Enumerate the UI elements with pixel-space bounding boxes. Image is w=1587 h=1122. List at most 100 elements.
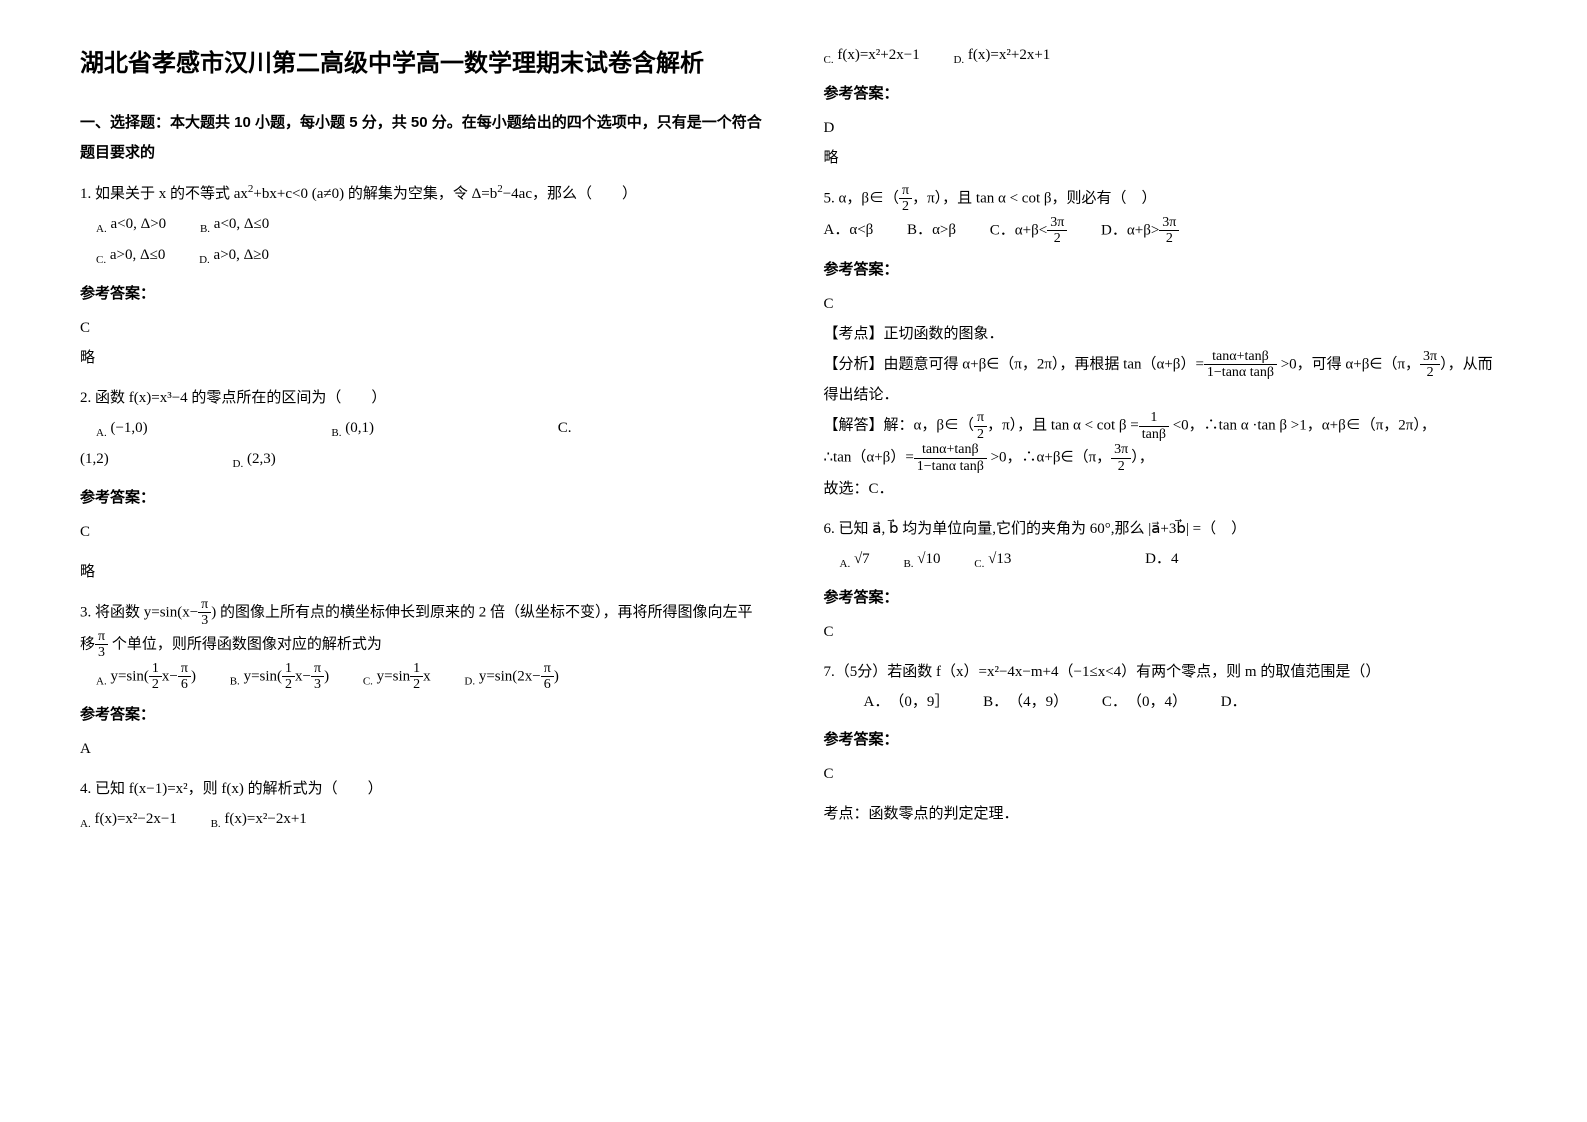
q5-stem-a: 5. α，β∈（ — [824, 190, 900, 206]
q1-stem-c: −4ac，那么（ ） — [503, 186, 637, 202]
q1-opt-b: B. a<0, Δ≤0 — [200, 209, 269, 240]
q4-c: f(x)=x²+2x−1 — [837, 47, 919, 63]
frac-3pi-2: 3π2 — [1111, 442, 1131, 474]
q5-opt-d: D．α+β>3π2 — [1101, 215, 1179, 247]
frac-pi-3: π3 — [198, 597, 211, 629]
label-a: A. — [80, 818, 91, 830]
label-d: D. — [953, 54, 964, 66]
q2-opt-a: A. (−1,0) — [96, 413, 148, 444]
q2-opt-b: B. (0,1) — [331, 413, 374, 444]
question-3: 3. 将函数 y=sin(x−π3) 的图像上所有点的横坐标伸长到原来的 2 倍… — [80, 597, 764, 661]
q1-opt-d: D. a>0, Δ≥0 — [199, 240, 269, 271]
q5-jieda-2: ∴tan（α+β）=tanα+tanβ1−tanα tanβ >0，∴α+β∈（… — [824, 442, 1508, 474]
frac-tan: tanα+tanβ1−tanα tanβ — [914, 442, 987, 474]
q6-d: 4 — [1171, 551, 1179, 567]
q3-options: A. y=sin(12x−π6) B. y=sin(12x−π3) C. y=s… — [96, 661, 764, 693]
q1-stem-a: 1. 如果关于 x 的不等式 ax — [80, 186, 248, 202]
q5-d: α+β> — [1127, 222, 1159, 238]
q7-options: A． （0，9］ B． （4，9） C． （0，4） D． — [864, 687, 1508, 717]
question-6: 6. 已知 a⃗, b⃗ 均为单位向量,它们的夹角为 60°,那么 |a⃗+3b… — [824, 514, 1508, 544]
q3-opt-d: D. y=sin(2x−π6) — [464, 661, 558, 693]
question-1: 1. 如果关于 x 的不等式 ax2+bx+c<0 (a≠0) 的解集为空集，令… — [80, 178, 764, 209]
answer-label: 参考答案： — [80, 700, 764, 730]
q7-b: （4，9） — [1016, 694, 1069, 710]
q5-fenxi: 【分析】由题意可得 α+β∈（π，2π），再根据 tan（α+β）=tanα+t… — [824, 349, 1508, 411]
q5-stem-b: ，π），且 tan α < cot β，则必有（ ） — [912, 190, 1156, 206]
label-b: B. — [230, 675, 240, 687]
q1-d: a>0, Δ≥0 — [214, 247, 270, 263]
question-4: 4. 已知 f(x−1)=x²，则 f(x) 的解析式为（ ） — [80, 774, 764, 804]
label-d: D． — [1221, 694, 1247, 710]
q3-opt-b: B. y=sin(12x−π3) — [230, 661, 329, 693]
q6-options: A. √7 B. √10 C. √13 D．4 — [840, 544, 1508, 575]
label-b: B． — [907, 222, 932, 238]
q6-answer: C — [824, 617, 1508, 647]
q5-answer: C — [824, 289, 1508, 319]
label-a: A． — [864, 694, 882, 710]
label-c: C． — [1102, 694, 1120, 710]
frac-1-2: 12 — [282, 661, 295, 693]
label-b: B. — [903, 558, 913, 570]
answer-label: 参考答案： — [80, 279, 764, 309]
q5-kaodian: 【考点】正切函数的图象． — [824, 319, 1508, 349]
q7-opt-a: A． （0，9］ — [864, 687, 950, 717]
label-d: D． — [1145, 551, 1171, 567]
q4-opt-a: A. f(x)=x²−2x−1 — [80, 804, 177, 835]
q1-c: a>0, Δ≤0 — [110, 247, 166, 263]
q7-opt-b: B． （4，9） — [983, 687, 1068, 717]
page-title: 湖北省孝感市汉川第二高级中学高一数学理期末试卷含解析 — [80, 40, 764, 88]
q1-a: a<0, Δ>0 — [110, 216, 166, 232]
label-b: B. — [200, 223, 210, 235]
q2-d: (2,3) — [247, 451, 276, 467]
q4-opt-c: C. f(x)=x²+2x−1 — [824, 40, 920, 71]
q6-c: √13 — [988, 551, 1011, 567]
q1-answer: C — [80, 313, 764, 343]
q2-opt-c-prefix: C. — [558, 413, 572, 443]
q5-jieda-3: 故选：C． — [824, 474, 1508, 504]
frac-pi-2: π2 — [974, 410, 987, 442]
answer-label: 参考答案： — [824, 583, 1508, 613]
q1-options: A. a<0, Δ>0 B. a<0, Δ≤0 — [96, 209, 764, 240]
label-d: D. — [464, 675, 475, 687]
label-a: A. — [840, 558, 851, 570]
q7-answer: C — [824, 759, 1508, 789]
frac-3pi-2: 3π2 — [1047, 215, 1067, 247]
q6-a: √7 — [854, 551, 870, 567]
label-a: A． — [824, 222, 850, 238]
label-d: D． — [1101, 222, 1127, 238]
q7-a: （0，9］ — [897, 694, 950, 710]
frac-1-2: 12 — [410, 661, 423, 693]
label-b: B. — [331, 427, 341, 439]
q5-options: A．α<β B．α>β C．α+β<3π2 D．α+β>3π2 — [824, 215, 1508, 247]
frac-3pi-2: 3π2 — [1159, 215, 1179, 247]
section-heading: 一、选择题：本大题共 10 小题，每小题 5 分，共 50 分。在每小题给出的四… — [80, 108, 764, 168]
frac-pi-3: π3 — [311, 661, 324, 693]
q4-opt-b: B. f(x)=x²−2x+1 — [211, 804, 307, 835]
label-d: D. — [233, 458, 244, 470]
q3-opt-c: C. y=sin12x — [363, 661, 431, 693]
answer-label: 参考答案： — [824, 255, 1508, 285]
q2-options: A. (−1,0) B. (0,1) C. — [96, 413, 764, 444]
answer-label: 参考答案： — [824, 79, 1508, 109]
q4-b: f(x)=x²−2x+1 — [224, 811, 306, 827]
label-c: C. — [824, 54, 834, 66]
q4-opt-d: D. f(x)=x²+2x+1 — [953, 40, 1050, 71]
question-2: 2. 函数 f(x)=x³−4 的零点所在的区间为（ ） — [80, 383, 764, 413]
q3-stem-c: 个单位，则所得函数图像对应的解析式为 — [108, 636, 382, 652]
q4-note: 略 — [824, 143, 1508, 173]
q2-a: (−1,0) — [110, 420, 147, 436]
q7-kaodian: 考点：函数零点的判定定理． — [824, 799, 1508, 829]
label-c: C. — [363, 675, 373, 687]
q5-a: α<β — [849, 222, 873, 238]
question-5: 5. α，β∈（π2，π），且 tan α < cot β，则必有（ ） — [824, 183, 1508, 215]
q2-b: (0,1) — [345, 420, 374, 436]
label-d: D. — [199, 254, 210, 266]
q5-opt-c: C．α+β<3π2 — [990, 215, 1068, 247]
q5-jieda: 【解答】解：α，β∈（π2，π），且 tan α < cot β =1tanβ … — [824, 410, 1508, 442]
q2-answer: C — [80, 517, 764, 547]
frac-1-2: 12 — [149, 661, 162, 693]
frac-tan: tanα+tanβ1−tanα tanβ — [1204, 349, 1277, 381]
q1-b: a<0, Δ≤0 — [214, 216, 270, 232]
q2-note: 略 — [80, 557, 764, 587]
q4-answer: D — [824, 113, 1508, 143]
